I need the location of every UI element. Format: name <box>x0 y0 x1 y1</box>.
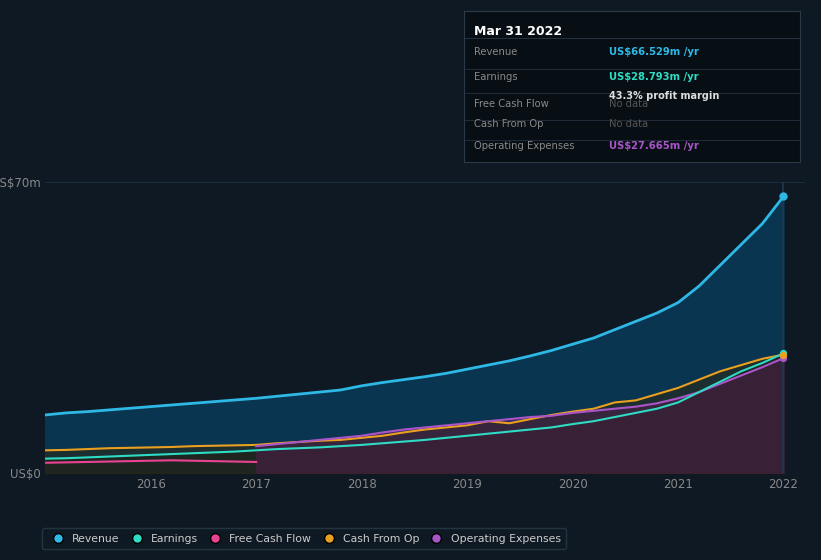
Text: No data: No data <box>608 119 648 129</box>
Point <box>777 353 790 362</box>
Legend: Revenue, Earnings, Free Cash Flow, Cash From Op, Operating Expenses: Revenue, Earnings, Free Cash Flow, Cash … <box>42 528 566 549</box>
Point <box>777 192 790 201</box>
Text: 43.3% profit margin: 43.3% profit margin <box>608 91 719 101</box>
Text: Revenue: Revenue <box>474 48 517 58</box>
Text: Free Cash Flow: Free Cash Flow <box>474 99 548 109</box>
Point <box>777 350 790 359</box>
Text: Cash From Op: Cash From Op <box>474 119 544 129</box>
Text: Operating Expenses: Operating Expenses <box>474 141 575 151</box>
Text: US$28.793m /yr: US$28.793m /yr <box>608 72 698 82</box>
Text: No data: No data <box>608 99 648 109</box>
Text: Earnings: Earnings <box>474 72 517 82</box>
Text: US$66.529m /yr: US$66.529m /yr <box>608 48 699 58</box>
Point <box>777 349 790 358</box>
Text: Mar 31 2022: Mar 31 2022 <box>474 25 562 38</box>
Text: US$27.665m /yr: US$27.665m /yr <box>608 141 699 151</box>
